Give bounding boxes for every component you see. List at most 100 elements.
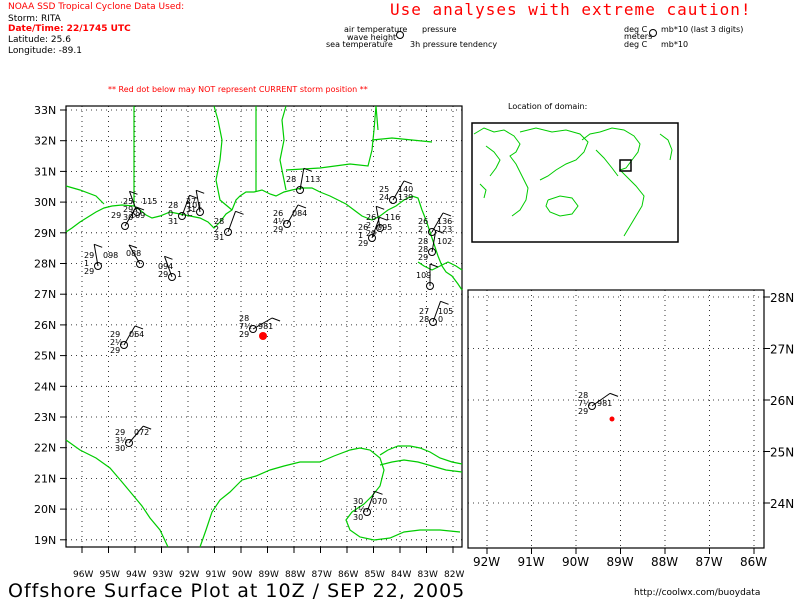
wind-barb [124,206,137,227]
legend-sea-temperature: sea temperature [326,40,393,49]
station-value: 29 [110,330,120,339]
station-plot: 29 109 [111,206,145,230]
lon-label: 87W [312,570,332,580]
station-value: 0 [168,209,173,218]
station-value: 30 [123,213,133,222]
station-value: 4½ [273,217,286,226]
main-lat-labels: 33N 32N 31N 30N 29N 28N 27N 26N 25N 24N 23N 22N 21N 2… [34,104,56,547]
legend-meters: meters [624,32,653,41]
station-value: 981 [597,399,612,408]
lon-label: 92W [179,570,199,580]
station-circle [249,325,257,333]
station-circle [94,262,102,270]
lon-label: 93W [153,570,173,580]
station-value: 31 [214,233,224,242]
station-value: 29 [123,205,133,214]
station-value: 088 [126,249,141,258]
storm-position-dot [259,332,267,340]
legend-pressure: pressure [422,25,457,34]
station-value: 2 [214,225,219,234]
station-circle [376,224,384,232]
station-value: 109 [416,271,431,280]
station-plot: 088 [126,244,144,268]
legend-deg-c-1: deg C [624,25,648,34]
station-value: 981 [258,322,273,331]
station-value: 29 [84,251,94,260]
datetime: Date/Time: 22/1745 UTC [8,24,131,34]
station-value: 098 [103,251,118,260]
station-value: 109 [130,211,145,220]
station-value: 26 [418,217,428,226]
station-value: 2 [418,225,423,234]
station-circle [196,208,204,216]
station-circle [428,248,436,256]
wind-barb [375,206,381,229]
wind-barb [129,191,138,213]
lat-label: 29N [34,227,56,240]
station-circle [121,222,129,230]
station-value: 28 [286,175,296,184]
station-value: 28 [419,315,429,324]
wind-barb [164,256,173,278]
station-value: 113 [305,175,320,184]
footer-url-link[interactable]: http://coolwx.com/buoydata [634,588,761,598]
station-value: 26 [358,223,368,232]
station-circle [125,439,133,447]
station-circle [120,341,128,349]
inset-lat-labels: 28N 27N 26N 25N 24N [770,291,794,511]
lat-label: 28N [34,258,56,271]
station-value: 116 [385,213,400,222]
station-plot: 27 105 28 0 [419,300,453,326]
station-value: 070 [372,497,387,506]
lat-label: 33N [34,104,56,117]
source-title: NOAA SSD Tropical Cyclone Data Used: [8,2,185,12]
inset-map [467,289,770,554]
main-lon-labels: 96W 95W 94W 93W 92W 91W 90W 89W 88W 87W 86W 85W 84W 8… [73,570,464,580]
legend-deg-c-2: deg C [624,40,648,49]
lon-label: 94W [126,570,146,580]
wind-barb [366,491,375,513]
station-plot: 28 113 [286,167,320,194]
legend-air-temperature: air temperature [344,25,408,34]
station-value: 31 [168,217,178,226]
wind-barb [123,325,136,346]
station-value: 29 [578,407,588,416]
station-value: 139 [398,193,413,202]
station-value: 28 [239,314,249,323]
wind-barb [128,425,144,444]
lon-label: 83W [418,570,438,580]
wind-barb [431,212,444,233]
wind-barb [591,392,611,407]
station-value: 28 [214,217,224,226]
station-value: 29 [84,267,94,276]
inset-lon-label: 86W [740,555,767,569]
station-plot: 29 098 129 [84,243,118,276]
inset-lon-label: 91W [518,555,545,569]
inset-storm-position-dot [609,416,615,422]
inset-lon-label: 92W [473,555,500,569]
station-plot: 26 084 4½29 [273,204,307,234]
red-dot-note: ** Red dot below may NOT represent CURRE… [108,85,368,94]
station-circle [296,186,304,194]
lon-label: 82W [444,570,464,580]
station-value: 115 [142,197,157,206]
station-value: 28 [578,391,588,400]
lat-label: 27N [34,288,56,301]
main-map [60,105,463,553]
station-plot: 29 072 3½30 [115,425,152,453]
lat-label: 21N [34,472,56,485]
main-grid [60,106,462,553]
station-circle [389,196,397,204]
station-value: 27 [186,197,196,206]
station-plot: 29 064 2½29 [110,325,144,355]
inset-lat-label: 26N [770,394,794,408]
lat-label: 26N [34,319,56,332]
wind-barb [227,211,236,233]
station-circle [588,402,596,410]
station-circle [283,220,291,228]
lat-label: 19N [34,534,56,547]
